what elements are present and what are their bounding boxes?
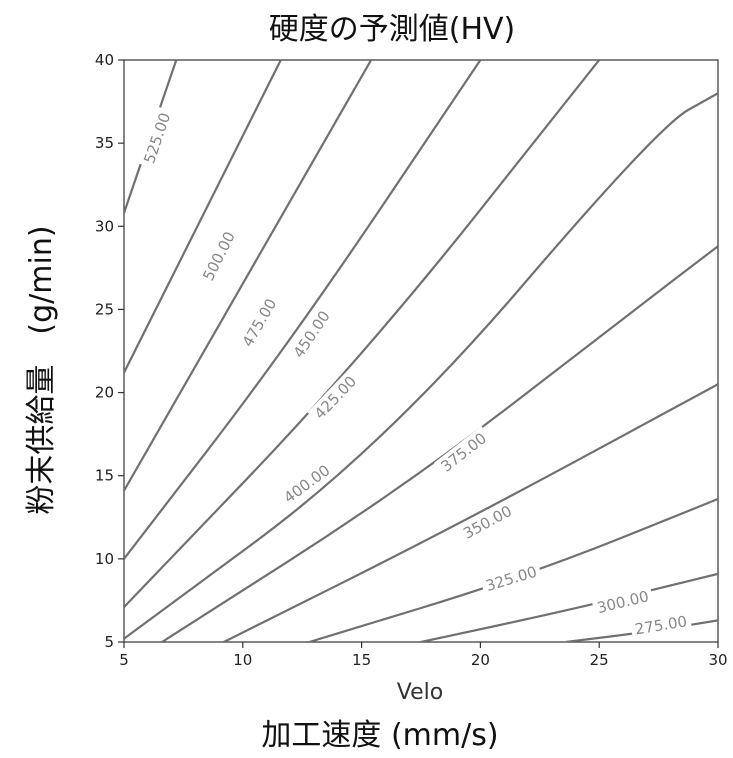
contour-line-500 [124, 60, 282, 374]
contour-label-475: 475.00 [235, 291, 284, 354]
y-axis-label: 粉末供給量 (g/min) [24, 225, 59, 515]
y-tick-label: 30 [95, 217, 114, 235]
contour-line-450 [124, 60, 482, 560]
contour-label-text: 325.00 [484, 563, 539, 596]
contour-label-425: 425.00 [307, 368, 364, 427]
contour-line-350 [223, 383, 718, 642]
x-tick-label: 30 [708, 651, 727, 669]
contour-label-text: 425.00 [311, 372, 360, 422]
y-tick-label: 20 [95, 384, 114, 402]
x-axis-variable-label: Velo [396, 680, 444, 705]
contour-line-400 [124, 92, 718, 640]
contour-label-text: 375.00 [437, 429, 490, 475]
y-tick-label: 5 [104, 633, 114, 651]
contour-label-525: 525.00 [138, 106, 177, 170]
contour-line-325 [309, 497, 718, 642]
contour-label-300: 300.00 [591, 585, 655, 619]
contour-label-text: 525.00 [140, 110, 174, 165]
x-tick-label: 10 [233, 651, 252, 669]
x-tick-label: 5 [119, 651, 129, 669]
x-tick-label: 15 [352, 651, 371, 669]
x-axis-label: 加工速度 (mm/s) [261, 718, 499, 753]
x-tick-label: 25 [590, 651, 609, 669]
y-tick-label: 15 [95, 467, 114, 485]
contour-line-475 [124, 60, 373, 492]
contour-label-text: 450.00 [290, 308, 334, 362]
contour-label-325: 325.00 [479, 560, 543, 598]
x-axis-ticks: 5 10 15 20 25 30 [119, 642, 728, 669]
contour-label-350: 350.00 [456, 499, 519, 546]
chart-title: 硬度の予測値(HV) [268, 12, 516, 47]
y-tick-label: 40 [95, 51, 114, 69]
y-tick-label: 25 [95, 300, 114, 318]
contour-line-425 [124, 60, 601, 608]
y-tick-label: 35 [95, 134, 114, 152]
contour-line-375 [161, 245, 718, 642]
contour-label-text: 300.00 [595, 587, 650, 617]
contour-label-text: 500.00 [199, 229, 239, 284]
contour-label-500: 500.00 [196, 224, 242, 288]
contour-label-275: 275.00 [629, 610, 693, 641]
contour-label-375: 375.00 [433, 426, 494, 479]
x-tick-label: 20 [471, 651, 490, 669]
contour-lines [124, 60, 718, 642]
y-axis-ticks: 5 10 15 20 25 30 35 40 [95, 51, 124, 651]
y-tick-label: 10 [95, 550, 114, 568]
